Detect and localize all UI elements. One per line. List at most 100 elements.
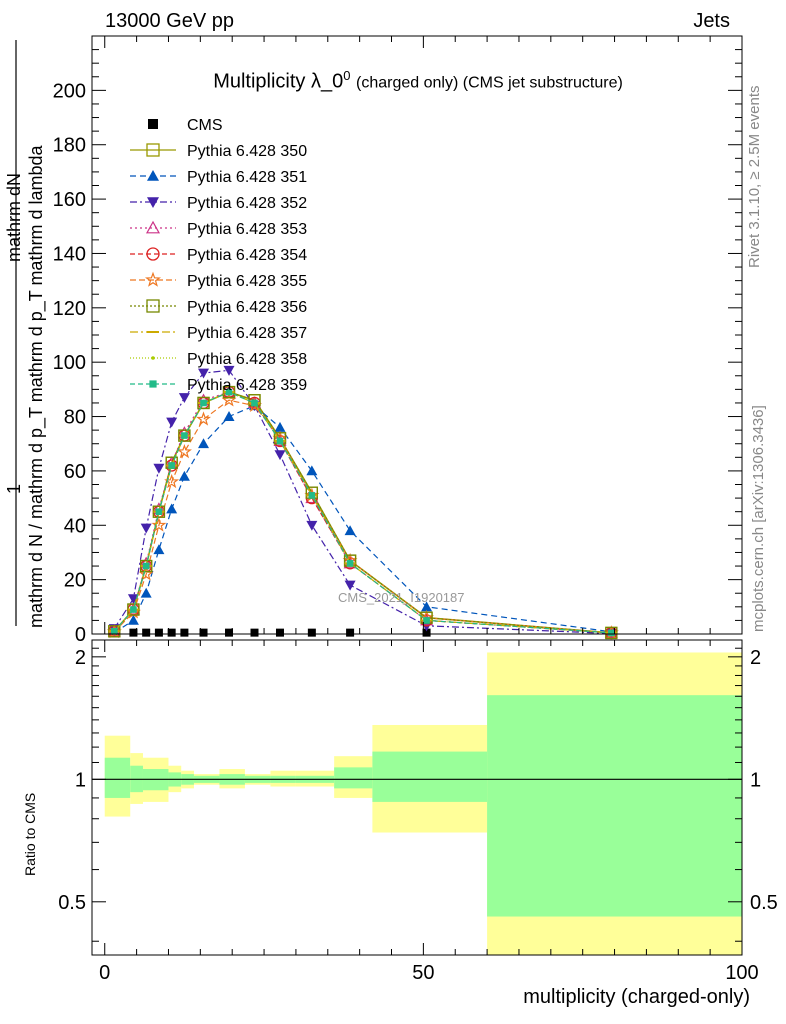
y-tick-label: 80 <box>64 407 86 429</box>
legend-entry: Pythia 6.428 354 <box>187 247 307 264</box>
y-tick-label: 160 <box>53 189 86 211</box>
y-axis-label-denominator: mathrm d N / mathrm d p_T mathrm d p_T m… <box>26 145 46 629</box>
data-point <box>307 628 316 637</box>
y-axis-label-numerator: mathrm dN <box>4 172 24 262</box>
chart-title-main: Multiplicity λ_0 <box>213 70 344 93</box>
data-point <box>346 560 354 567</box>
ratio-inner-band <box>334 767 373 789</box>
data-point <box>147 197 159 208</box>
data-point <box>138 566 154 581</box>
y-tick-label: 100 <box>53 352 86 374</box>
series-line <box>113 391 612 634</box>
ratio-y-tick-label-right: 2 <box>750 647 761 669</box>
data-point <box>178 393 190 404</box>
x-axis-label: multiplicity (charged-only) <box>523 986 750 1008</box>
data-point <box>199 628 208 637</box>
data-point <box>140 587 152 598</box>
data-point <box>306 520 318 531</box>
data-point <box>223 411 235 421</box>
ratio-inner-band <box>487 695 742 917</box>
data-point <box>153 544 165 555</box>
data-point <box>153 463 165 474</box>
data-point <box>166 503 178 514</box>
y-axis-label-prefix: 1 <box>4 483 24 494</box>
y-tick-label: 180 <box>53 135 86 157</box>
data-point <box>145 220 161 234</box>
main-series <box>106 365 619 640</box>
data-point <box>151 517 167 532</box>
series-line <box>113 405 612 634</box>
ratio-y-tick-label-right: 1 <box>750 769 761 791</box>
legend-entry: Pythia 6.428 359 <box>187 377 307 394</box>
ratio-inner-band <box>372 751 488 802</box>
analysis-watermark: CMS_2021_I1920187 <box>338 590 465 605</box>
data-point <box>196 411 212 426</box>
data-point <box>423 617 430 624</box>
data-point <box>276 437 284 445</box>
rivet-label: Rivet 3.1.10, ≥ 2.5M events <box>746 85 763 269</box>
data-point <box>223 365 235 376</box>
data-point <box>166 417 178 428</box>
data-point <box>127 614 139 625</box>
data-point <box>274 421 286 432</box>
data-point <box>142 628 151 637</box>
legend-entry: Pythia 6.428 357 <box>187 325 307 342</box>
legend-entry: Pythia 6.428 350 <box>187 143 307 160</box>
data-point <box>176 444 192 459</box>
data-point <box>146 299 160 313</box>
data-point <box>422 628 431 637</box>
chart-subtitle: (charged only) (CMS jet substructure) <box>356 74 623 92</box>
x-tick-label: 0 <box>99 962 110 984</box>
ratio-bands <box>104 652 742 955</box>
data-point <box>346 628 355 637</box>
data-point <box>225 628 234 637</box>
data-point <box>306 465 318 476</box>
legend-entry: Pythia 6.428 358 <box>187 351 307 368</box>
data-point <box>608 629 615 637</box>
data-point <box>221 392 237 407</box>
y-tick-label: 140 <box>53 243 86 265</box>
data-point <box>148 119 158 129</box>
y-tick-label: 60 <box>64 461 86 483</box>
x-tick-label: 100 <box>725 962 758 984</box>
chart-title-sup: 0 <box>343 68 351 83</box>
legend-entry: Pythia 6.428 355 <box>187 273 307 290</box>
data-point <box>130 606 137 613</box>
data-point <box>168 462 175 469</box>
ratio-inner-band <box>104 757 131 798</box>
ratio-y-tick-label-right: 0.5 <box>750 892 778 914</box>
ratio-y-tick-label: 0.5 <box>58 892 86 914</box>
chart-title: Multiplicity λ_00 (charged only) (CMS je… <box>0 68 786 94</box>
series-line <box>113 369 612 635</box>
y-tick-label: 0 <box>75 624 86 646</box>
data-point <box>154 628 163 637</box>
data-point <box>167 628 176 637</box>
jets-label: Jets <box>693 10 730 32</box>
y-tick-label: 40 <box>64 515 86 537</box>
data-point <box>140 523 152 534</box>
legend-entry: Pythia 6.428 356 <box>187 299 307 316</box>
data-point <box>274 450 286 461</box>
data-point <box>225 388 233 396</box>
y-tick-label: 20 <box>64 570 86 592</box>
mcplots-label: mcplots.cern.ch [arXiv:1306.3436] <box>750 405 767 632</box>
y-tick-label: 120 <box>53 298 86 320</box>
data-point <box>155 508 163 515</box>
data-point <box>308 492 316 499</box>
data-point <box>151 356 155 360</box>
ratio-y-tick-label: 1 <box>75 769 86 791</box>
data-point <box>200 399 207 407</box>
data-point <box>180 628 189 637</box>
legend-entry: CMS <box>187 117 223 134</box>
data-point <box>344 525 356 536</box>
data-point <box>111 627 118 635</box>
ratio-y-axis-label: Ratio to CMS <box>22 792 38 876</box>
data-point <box>198 438 210 449</box>
legend-entry: Pythia 6.428 351 <box>187 169 307 186</box>
data-point <box>129 628 138 637</box>
data-point <box>147 170 159 181</box>
data-point <box>145 271 161 287</box>
ratio-y-tick-label: 2 <box>75 647 86 669</box>
